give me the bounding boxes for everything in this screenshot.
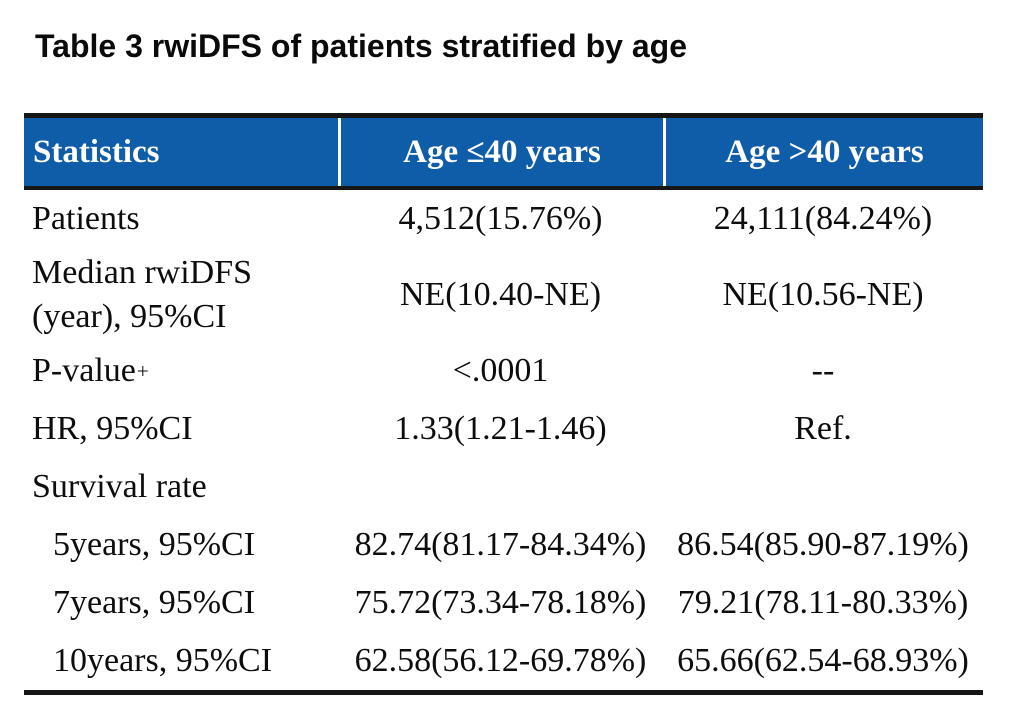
rwidfs-table: Statistics Age ≤40 years Age >40 years P… — [24, 113, 983, 695]
row-value-le40: 62.58(56.12-69.78%) — [354, 642, 647, 679]
row-value-le40: 4,512(15.76%) — [398, 200, 603, 237]
row-value-gt40: Ref. — [794, 410, 852, 447]
row-value-gt40: 86.54(85.90-87.19%) — [677, 526, 969, 563]
row-value-gt40: 24,111(84.24%) — [713, 200, 933, 237]
row-value-gt40 — [663, 458, 983, 516]
table-row-hr: HR, 95%CI 1.33(1.21-1.46) Ref. — [24, 400, 983, 458]
table-row-patients: Patients 4,512(15.76%) 24,111(84.24%) — [24, 190, 983, 248]
table-row-pvalue: P-value + <.0001 -- — [24, 342, 983, 400]
header-age-gt40: Age >40 years — [663, 118, 983, 186]
row-label: Survival rate — [32, 468, 207, 505]
row-label: 7years, 95%CI — [53, 584, 256, 621]
row-label: 10years, 95%CI — [53, 642, 273, 679]
row-value-le40: <.0001 — [452, 352, 549, 389]
header-age-le40: Age ≤40 years — [338, 118, 663, 186]
table-row-survival-rate: Survival rate — [24, 458, 983, 516]
row-value-gt40: NE(10.56-NE) — [722, 276, 924, 313]
row-value-gt40: -- — [811, 352, 835, 389]
row-label: Median rwiDFS (year), 95%CI — [32, 254, 253, 335]
header-statistics: Statistics — [33, 133, 160, 170]
row-value-le40: 1.33(1.21-1.46) — [394, 410, 607, 447]
table-row-5years: 5years, 95%CI 82.74(81.17-84.34%) 86.54(… — [24, 516, 983, 574]
table-header-row: Statistics Age ≤40 years Age >40 years — [24, 118, 983, 190]
row-label: Patients — [32, 200, 140, 237]
table-body: Patients 4,512(15.76%) 24,111(84.24%) Me… — [24, 190, 983, 690]
row-label: 5years, 95%CI — [53, 526, 256, 563]
row-label: HR, 95%CI — [32, 410, 193, 447]
page-title: Table 3 rwiDFS of patients stratified by… — [35, 28, 687, 64]
row-label: P-value + — [24, 342, 338, 400]
pvalue-label: P-value — [32, 352, 136, 389]
table-row-7years: 7years, 95%CI 75.72(73.34-78.18%) 79.21(… — [24, 574, 983, 632]
table-row-median-rwidfs: Median rwiDFS (year), 95%CI NE(10.40-NE)… — [24, 248, 983, 342]
row-value-gt40: 65.66(62.54-68.93%) — [677, 642, 969, 679]
row-value-gt40: 79.21(78.11-80.33%) — [677, 584, 969, 621]
table-row-10years: 10years, 95%CI 62.58(56.12-69.78%) 65.66… — [24, 632, 983, 690]
row-value-le40 — [338, 458, 663, 516]
row-value-le40: NE(10.40-NE) — [399, 276, 602, 313]
row-value-le40: 75.72(73.34-78.18%) — [354, 584, 647, 621]
row-value-le40: 82.74(81.17-84.34%) — [354, 526, 647, 563]
